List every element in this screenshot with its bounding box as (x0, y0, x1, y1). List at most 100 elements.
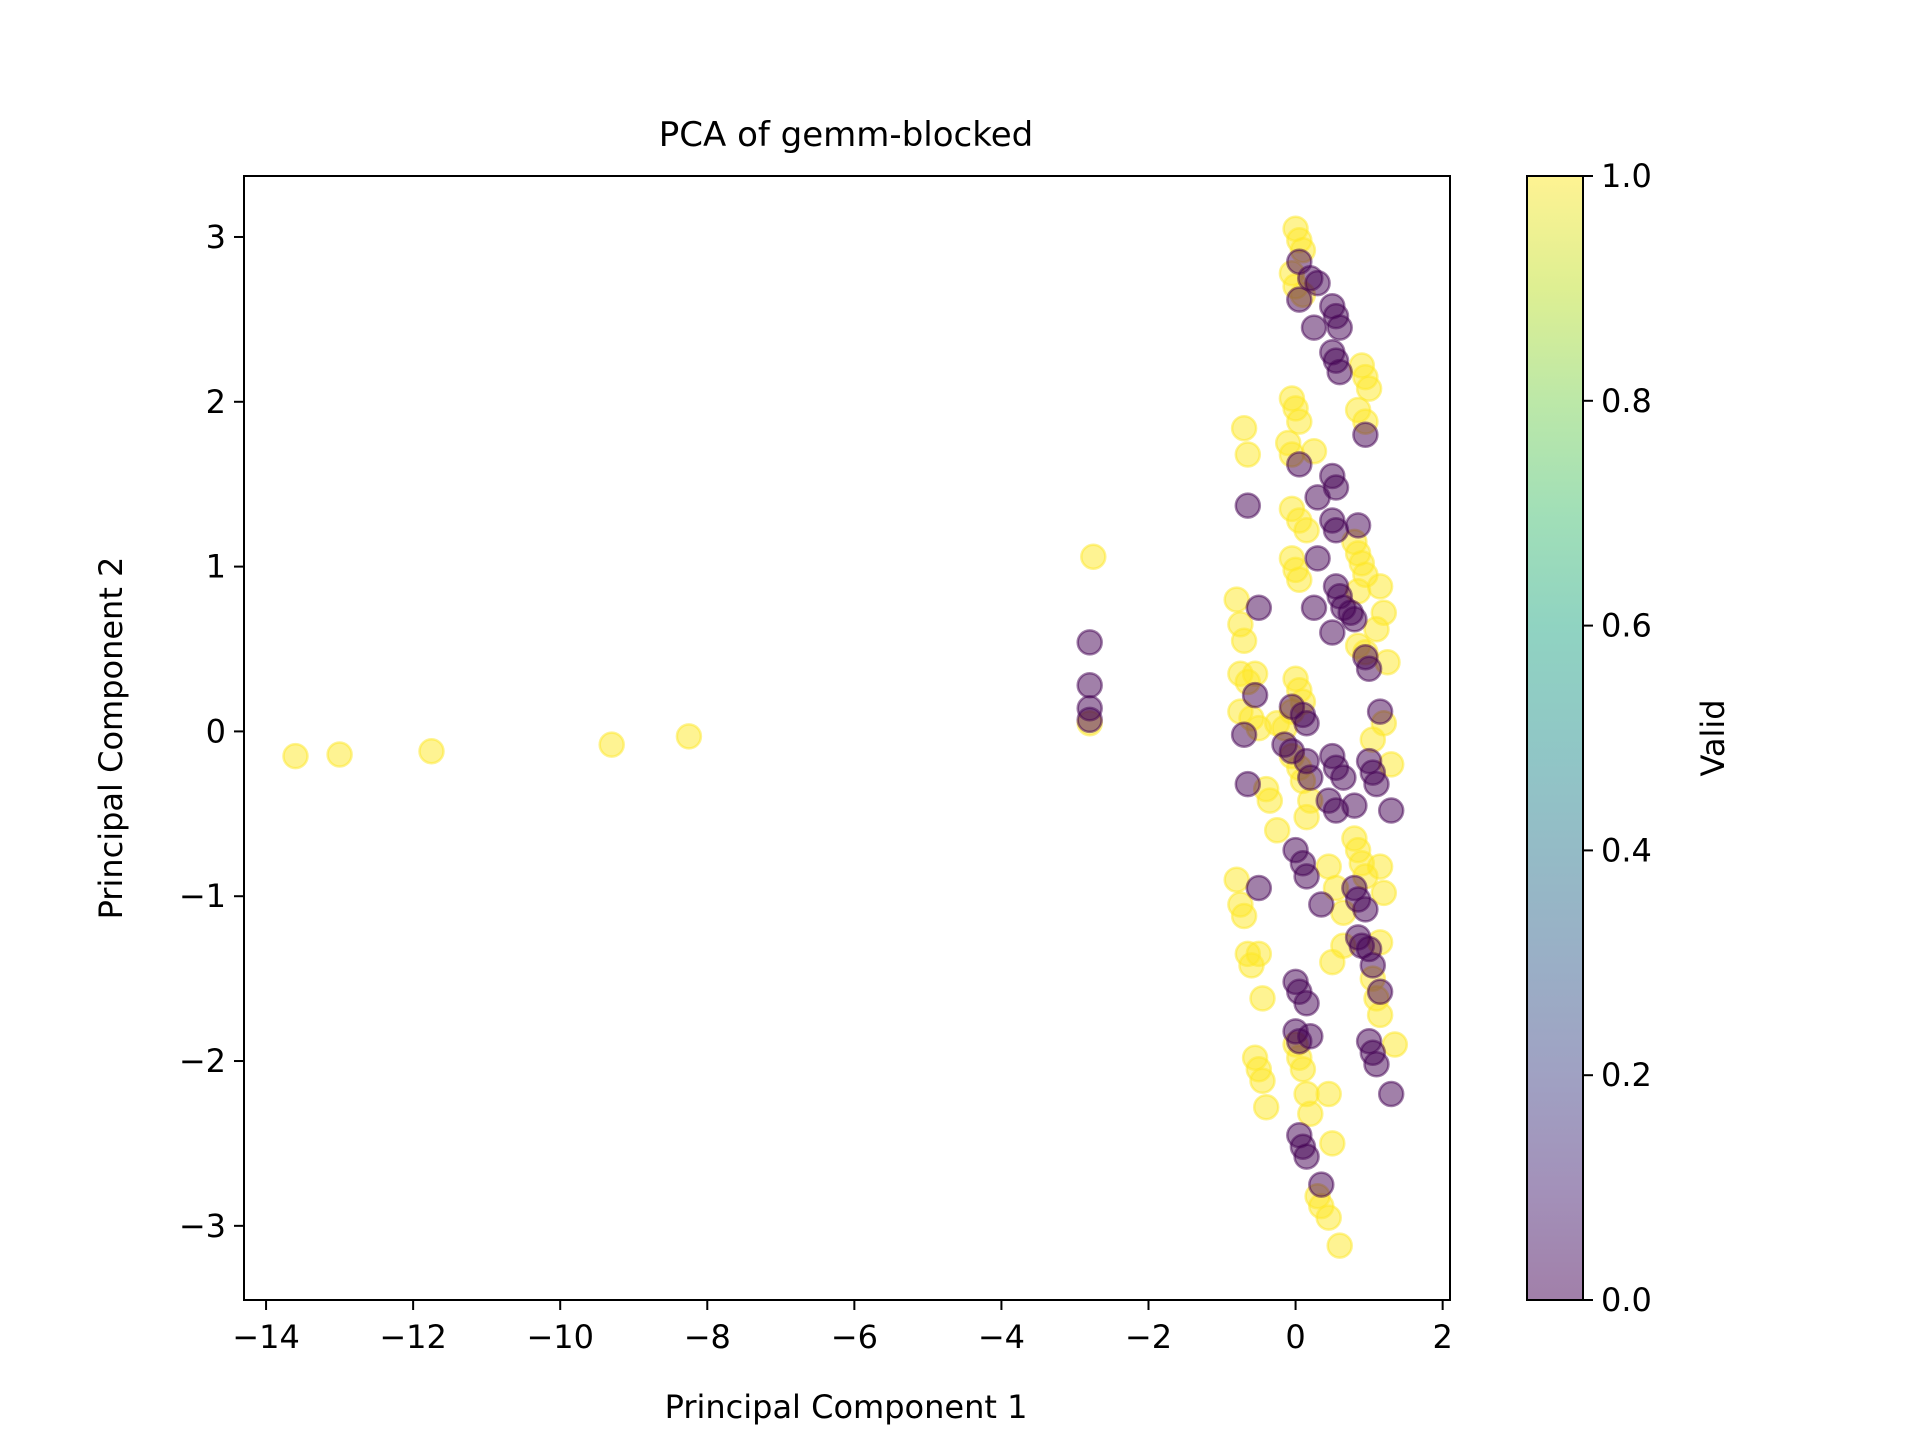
scatter-point-valid-0 (1352, 421, 1379, 449)
y-axis-label: Principal Component 2 (92, 557, 130, 920)
scatter-point-valid-1 (1223, 586, 1250, 613)
scatter-point-valid-0 (1076, 706, 1103, 734)
x-tick-label: −10 (526, 1318, 594, 1356)
scatter-point-valid-0 (1245, 594, 1273, 622)
colorbar-tick-label: 0.4 (1601, 831, 1652, 869)
scatter-point-valid-0 (1293, 990, 1320, 1017)
scatter-point-valid-0 (1319, 619, 1346, 646)
x-tick-label: −6 (831, 1318, 878, 1356)
colorbar-axis: 0.0 0.2 0.4 0.6 0.8 1.0 (1583, 157, 1652, 1319)
scatter-point-valid-0 (1359, 952, 1387, 979)
scatter-point-valid-1 (598, 731, 625, 758)
colorbar-tick-label: 1.0 (1601, 157, 1652, 195)
scatter-point-valid-1 (1230, 414, 1258, 442)
scatter-point-valid-0 (1297, 764, 1324, 791)
scatter-point-valid-0 (1286, 286, 1313, 313)
scatter-point-valid-0 (1230, 721, 1258, 748)
scatter-point-valid-1 (1286, 408, 1313, 435)
scatter-point-valid-0 (1293, 1143, 1320, 1170)
scatter-point-valid-0 (1377, 797, 1405, 824)
scatter-point-valid-1 (1230, 902, 1258, 930)
scatter-point-valid-0 (1363, 770, 1390, 798)
scatter-point-valid-1 (1230, 627, 1258, 655)
scatter-point-valid-0 (1344, 512, 1372, 539)
x-tick-label: −8 (684, 1318, 731, 1356)
scatter-point-valid-0 (1304, 484, 1331, 511)
scatter-point-valid-1 (1080, 543, 1107, 570)
scatter-point-valid-1 (1366, 1001, 1394, 1029)
plot-frame (243, 175, 1451, 1301)
scatter-point-valid-0 (1076, 672, 1103, 699)
x-tick-label: 2 (1432, 1318, 1452, 1356)
y-tick-label: −2 (179, 1042, 226, 1080)
scatter-point-valid-1 (326, 741, 353, 768)
scatter-point-valid-0 (1304, 545, 1331, 572)
scatter-point-valid-0 (1366, 978, 1394, 1006)
scatter-point-valid-0 (1363, 1051, 1390, 1078)
scatter-point-valid-0 (1330, 764, 1357, 791)
scatter-point-valid-0 (1076, 629, 1103, 656)
scatter-point-valid-0 (1293, 709, 1320, 737)
scatter-point-valid-1 (1355, 375, 1383, 402)
scatter-point-valid-1 (1223, 866, 1250, 893)
colorbar-tick-label: 0.0 (1601, 1281, 1652, 1319)
scatter-point-valid-0 (1308, 1171, 1335, 1198)
scatter-point-valid-0 (1234, 770, 1262, 798)
colorbar-tick-label: 0.2 (1601, 1056, 1652, 1094)
scatter-point-valid-0 (1326, 358, 1353, 386)
scatter-point-valid-1 (1252, 1093, 1280, 1121)
scatter-point-valid-0 (1241, 681, 1269, 709)
scatter-point-valid-0 (1245, 874, 1273, 902)
y-tick-label: 1 (206, 548, 226, 586)
scatter-point-valid-1 (1249, 985, 1276, 1012)
scatter-point-valid-1 (1234, 441, 1262, 468)
colorbar (1527, 176, 1583, 1300)
scatter-point-valid-1 (1297, 1100, 1324, 1128)
scatter-point-valid-0 (1355, 655, 1383, 683)
x-tick-label: 0 (1285, 1318, 1305, 1356)
scatter-point-valid-0 (1300, 314, 1328, 341)
scatter-point-valid-1 (1381, 1031, 1409, 1058)
scatter-point-valid-1 (675, 723, 703, 750)
scatter-point-valid-1 (1326, 1232, 1353, 1259)
scatter-point-valid-1 (1249, 1067, 1276, 1095)
x-tick-label: −14 (232, 1318, 300, 1356)
scatter-point-valid-0 (1304, 269, 1331, 297)
scatter-point-valid-0 (1341, 792, 1368, 819)
colorbar-tick-label: 0.6 (1601, 607, 1652, 645)
scatter-point-valid-0 (1293, 863, 1320, 890)
scatter-point-valid-1 (1315, 1080, 1342, 1108)
x-tick-label: −2 (1125, 1318, 1172, 1356)
scatter-point-valid-1 (1293, 517, 1320, 544)
scatter-point-valid-1 (1315, 1204, 1342, 1231)
scatter-point-valid-1 (1286, 566, 1313, 594)
x-axis-label: Principal Component 1 (665, 1388, 1028, 1426)
scatter-point-valid-1 (1370, 879, 1398, 907)
scatter-point-valid-0 (1322, 517, 1350, 544)
scatter-point-valid-1 (1363, 615, 1390, 643)
scatter-point-valid-1 (1366, 853, 1394, 880)
colorbar-label: Valid (1694, 699, 1732, 776)
scatter-point-valid-0 (1341, 606, 1368, 633)
scatter-point-valid-1 (1256, 787, 1284, 814)
x-tick-label: −12 (379, 1318, 447, 1356)
colorbar-frame (1526, 175, 1584, 1301)
scatter-point-valid-1 (1289, 1056, 1317, 1083)
x-tick-label: −4 (978, 1318, 1025, 1356)
scatter-point-valid-1 (1359, 726, 1387, 753)
y-tick-label: −3 (179, 1207, 226, 1245)
scatter-point-valid-0 (1352, 896, 1379, 923)
scatter-point-valid-1 (1245, 940, 1273, 968)
scatter-point-valid-0 (1286, 451, 1313, 478)
scatter-point-valid-1 (1263, 817, 1291, 844)
chart-title: PCA of gemm-blocked (659, 115, 1033, 155)
y-tick-label: 2 (206, 383, 226, 421)
x-axis: −14 −12 −10 −8 −6 −4 −2 0 2 (232, 1300, 1453, 1356)
y-tick-label: 3 (206, 218, 226, 256)
points-layer (282, 215, 1409, 1259)
scatter-point-valid-0 (1326, 314, 1353, 341)
scatter-point-valid-1 (1319, 1130, 1346, 1157)
scatter-point-valid-0 (1297, 1023, 1324, 1050)
scatter-point-valid-0 (1308, 891, 1335, 918)
